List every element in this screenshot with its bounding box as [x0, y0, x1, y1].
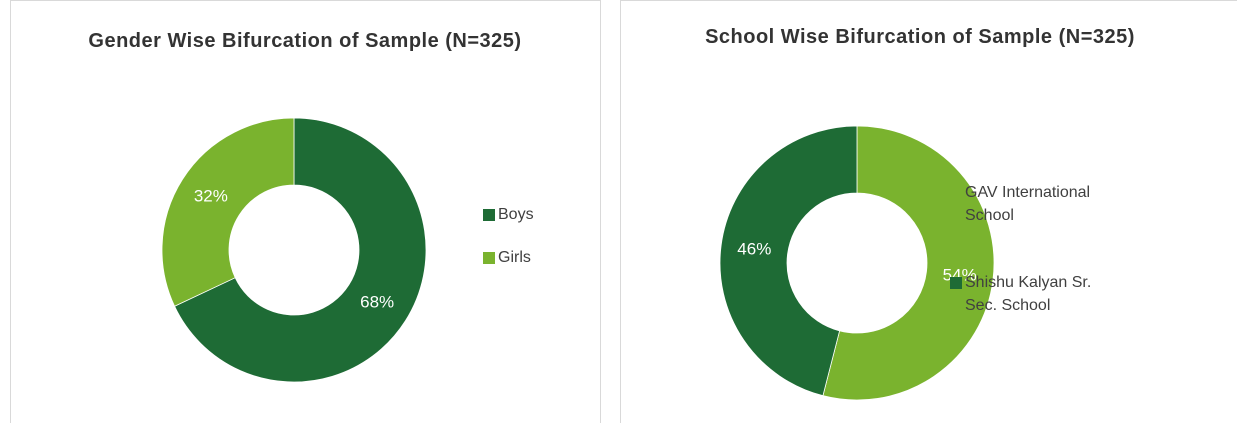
legend-label: GAV International School	[965, 184, 1091, 224]
legend-swatch	[950, 277, 962, 289]
legend-label: Shishu Kalyan Sr. Sec. School	[965, 274, 1092, 314]
donut-segment	[161, 117, 295, 307]
panel	[10, 0, 601, 423]
chart-title: Gender Wise Bifurcation of Sample (N=325…	[88, 30, 522, 52]
legend-label: Girls	[498, 249, 531, 266]
data-label: 68%	[360, 292, 394, 311]
data-label: 32%	[194, 187, 228, 206]
legend-swatch	[483, 209, 495, 221]
legend-swatch	[950, 187, 962, 199]
data-label: 46%	[737, 240, 771, 259]
donut-segment	[174, 117, 427, 383]
legend-label: Boys	[498, 206, 534, 223]
chart-title: School Wise Bifurcation of Sample (N=325…	[705, 26, 1135, 48]
panel	[620, 0, 1237, 423]
legend-swatch	[483, 252, 495, 264]
donut-segment	[719, 125, 858, 397]
